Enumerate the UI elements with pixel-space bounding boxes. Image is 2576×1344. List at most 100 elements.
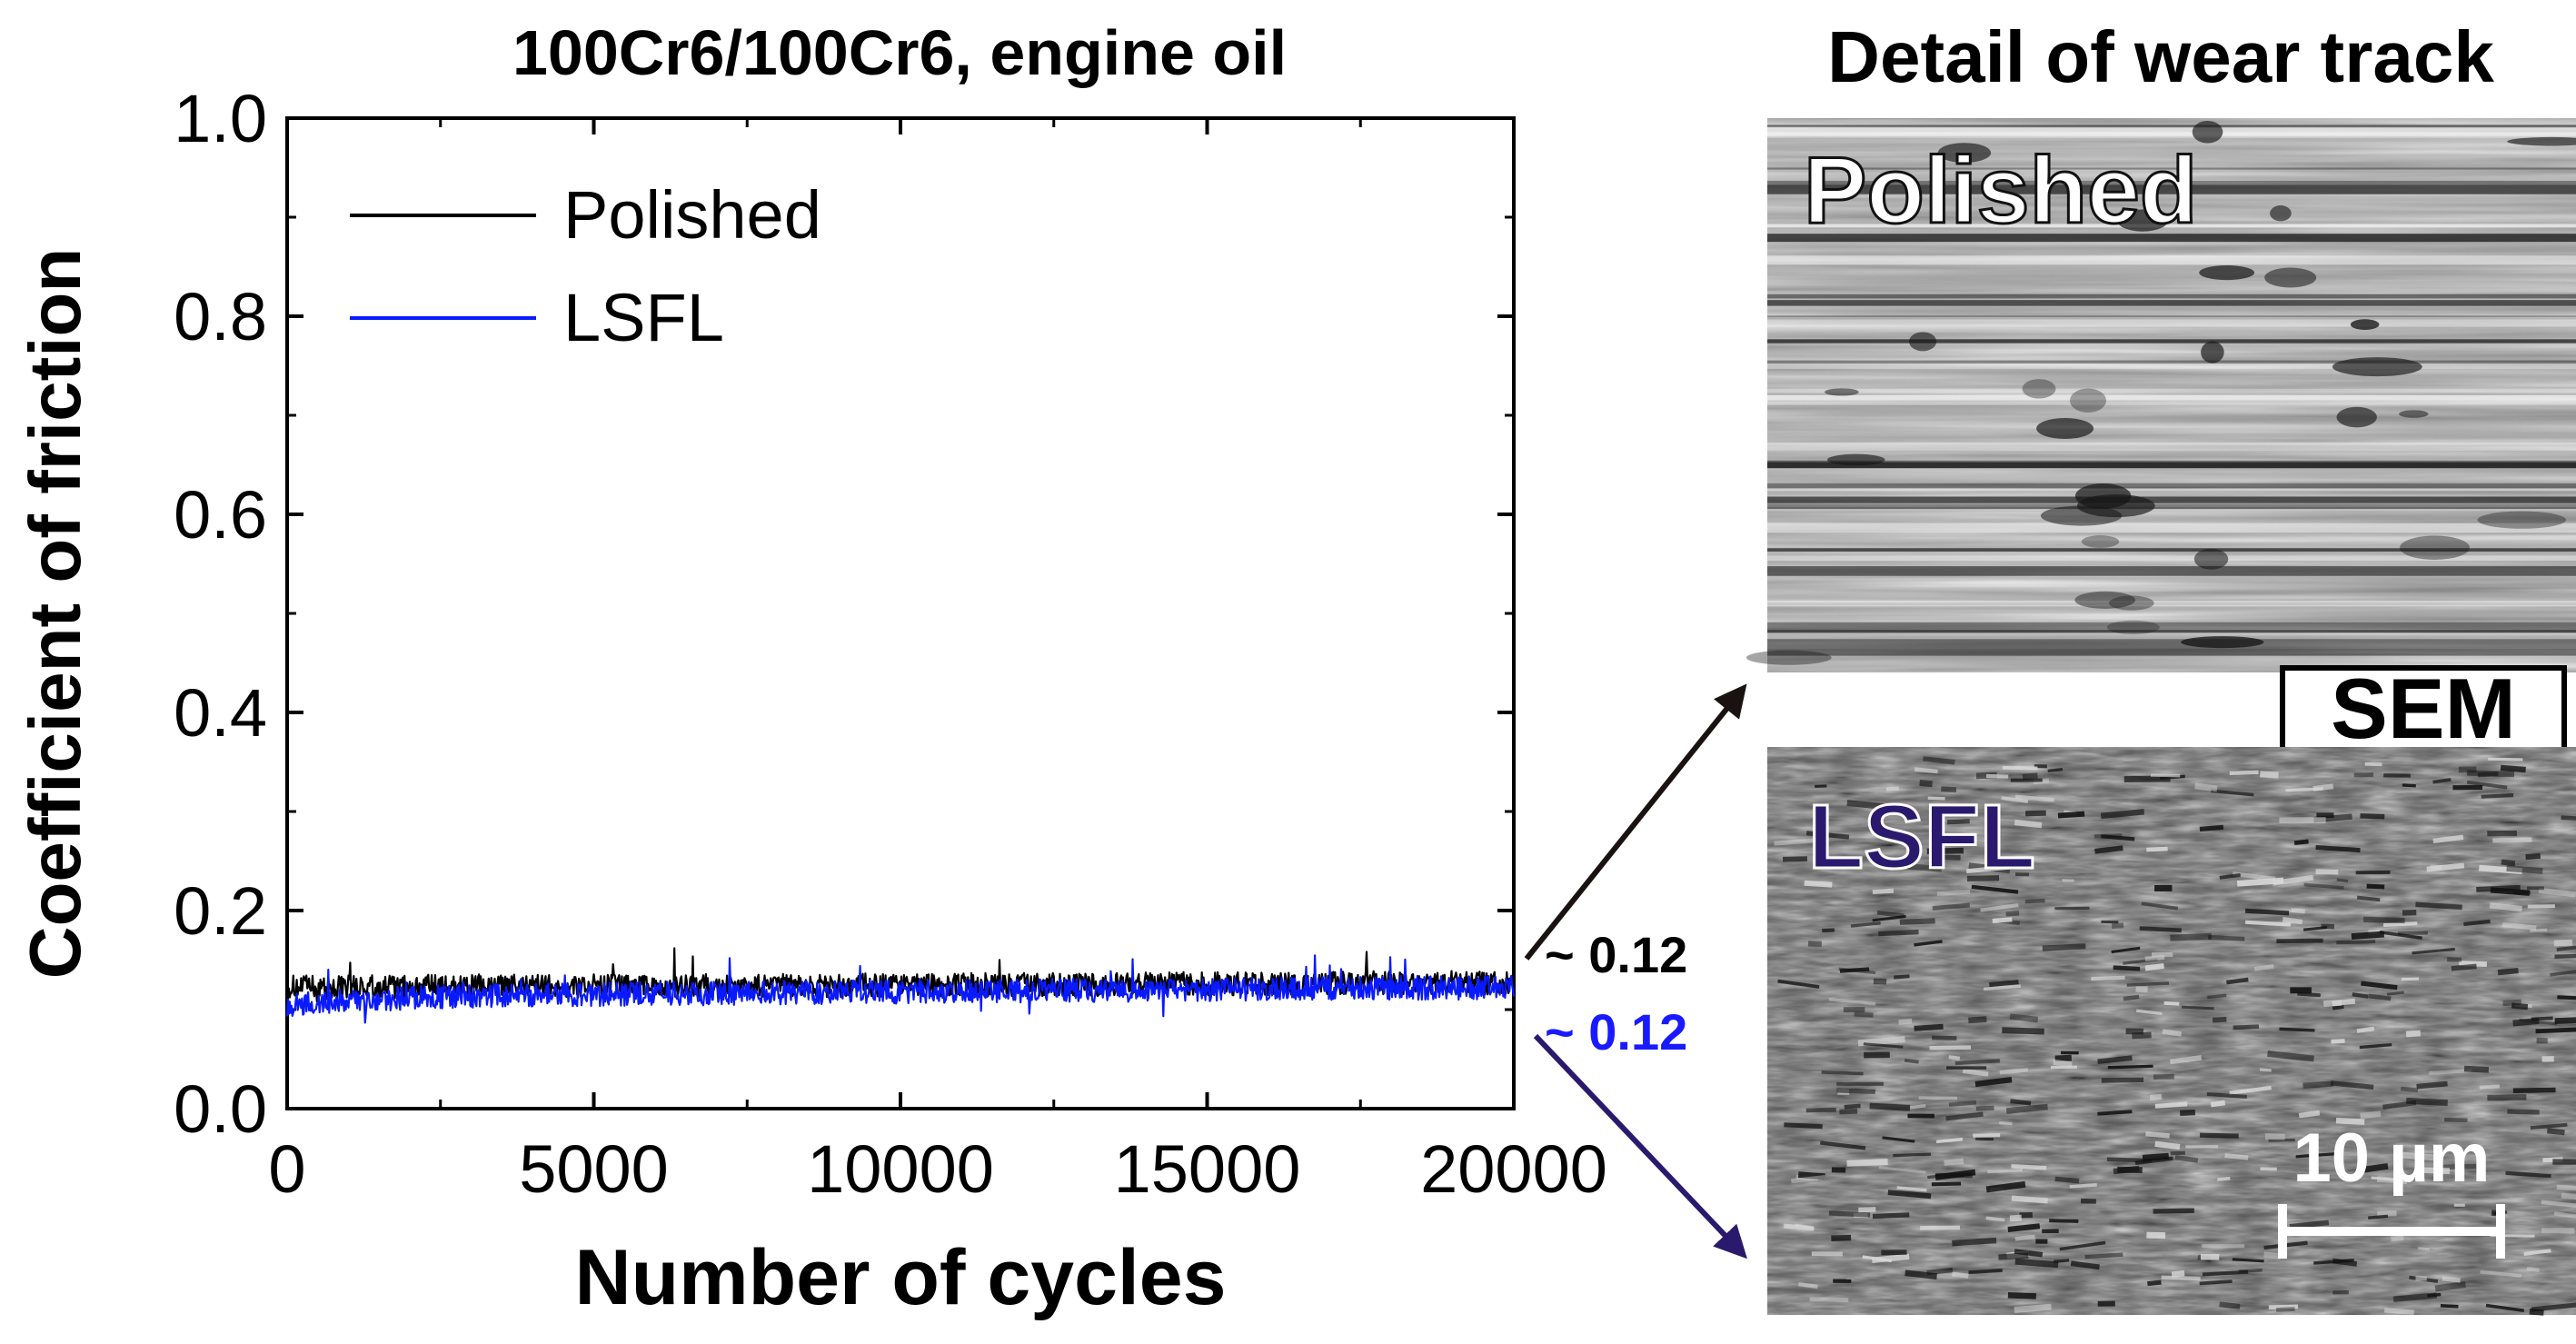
- sem-texture-ripple: [2505, 1170, 2551, 1179]
- sem-texture-ripple: [1907, 1113, 1934, 1119]
- sem-texture-ripple: [2282, 917, 2303, 925]
- sem-texture-ripple: [1999, 1068, 2029, 1075]
- sem-texture-ripple: [2332, 1289, 2349, 1295]
- sem-texture-ripple: [2295, 1152, 2335, 1159]
- sem-texture-ripple: [2002, 765, 2038, 771]
- sem-texture-ripple: [2359, 1042, 2392, 1050]
- sem-texture-ripple: [2291, 908, 2306, 914]
- sem-texture-ripple: [2199, 824, 2224, 832]
- sem-texture-ripple: [1952, 1237, 1997, 1247]
- sem-texture-ripple: [2061, 1050, 2079, 1055]
- sem-texture-ripple: [2202, 1269, 2249, 1277]
- sem-texture-ripple: [2149, 1093, 2163, 1100]
- sem-texture-ripple: [2146, 1231, 2166, 1239]
- sem-texture-ripple: [1914, 1023, 1944, 1031]
- sem-texture-spot: [2507, 136, 2576, 146]
- sem-texture-ripple: [2024, 898, 2045, 904]
- sem-texture-ripple: [2200, 1253, 2220, 1260]
- sem-texture-ripple: [2356, 1026, 2375, 1033]
- sem-texture-stripe: [1767, 127, 2576, 138]
- sem-texture-ripple: [2025, 810, 2046, 817]
- sem-texture-ripple: [1966, 875, 2000, 881]
- sem-texture-ripple: [2125, 1028, 2143, 1035]
- sem-texture-ripple: [1931, 1181, 1962, 1187]
- sem-texture-ripple: [2355, 871, 2391, 875]
- sem-texture-ripple: [1873, 978, 1887, 985]
- sem-texture-ripple: [1948, 1100, 1977, 1107]
- sem-texture-ripple: [1881, 1249, 1907, 1256]
- sem-texture-ripple: [2035, 1239, 2048, 1244]
- sem-texture-ripple: [1777, 979, 1820, 989]
- sem-texture-ripple: [2526, 1267, 2540, 1273]
- sem-texture-ripple: [2363, 1163, 2389, 1173]
- sem-texture-ripple: [2331, 1039, 2345, 1044]
- sem-texture-ripple: [2434, 1281, 2466, 1292]
- sem-texture-ripple: [2005, 911, 2020, 917]
- sem-texture-ripple: [2014, 1258, 2059, 1269]
- sem-texture-ripple: [1807, 941, 1822, 947]
- sem-texture-ripple: [2226, 977, 2249, 985]
- sem-texture-ripple: [2530, 928, 2548, 932]
- sem-texture-ripple: [1952, 1271, 1969, 1279]
- sem-texture-ripple: [2405, 1030, 2421, 1038]
- sem-texture-ripple: [2144, 954, 2165, 961]
- sem-texture-spot: [2400, 535, 2471, 560]
- sem-image-polished: [1746, 118, 2576, 672]
- sem-texture-ripple: [1999, 1120, 2013, 1126]
- sem-texture-ripple: [1920, 1225, 1961, 1230]
- sem-texture-ripple: [2426, 862, 2465, 872]
- legend-label-polished: Polished: [563, 177, 821, 253]
- sem-texture-ripple: [2321, 923, 2335, 930]
- sem-texture-ripple: [2368, 1214, 2389, 1220]
- sem-texture-ripple: [2401, 977, 2420, 981]
- sem-texture-ripple: [2531, 1302, 2576, 1312]
- sem-texture-ripple: [1945, 1111, 1984, 1121]
- sem-texture-ripple: [1869, 1102, 1911, 1111]
- sem-texture-ripple: [2500, 764, 2526, 773]
- sem-texture-stripe: [1767, 548, 2576, 552]
- sem-texture-ripple: [2364, 762, 2382, 767]
- sem-texture-spot: [2264, 267, 2317, 288]
- sem-texture-ripple: [2477, 772, 2499, 778]
- sem-texture-ripple: [2011, 1164, 2047, 1170]
- sem-texture-ripple: [1980, 902, 2019, 912]
- sem-texture-ripple: [2352, 992, 2369, 999]
- sem-texture-ripple: [1843, 1007, 1865, 1012]
- sem-texture-spot: [2399, 410, 2429, 418]
- y-tick-label: 0.0: [174, 1071, 267, 1147]
- sem-texture-ripple: [2487, 1094, 2527, 1101]
- sem-texture-stripe: [1767, 294, 2576, 299]
- y-axis-label: Coefficient of friction: [15, 248, 95, 979]
- sem-texture-ripple: [2206, 1091, 2247, 1100]
- sem-texture-spot: [2036, 417, 2094, 440]
- sem-texture-ripple: [1918, 1096, 1958, 1100]
- sem-texture-ripple: [2150, 773, 2181, 778]
- sem-texture-ripple: [2014, 1249, 2044, 1258]
- sem-texture-ripple: [1948, 1055, 1961, 1060]
- sem-texture-ripple: [2019, 1211, 2033, 1219]
- sem-texture-ripple: [2488, 757, 2523, 762]
- sem-texture-ripple: [2260, 771, 2279, 779]
- sem-texture-ripple: [2169, 1055, 2203, 1065]
- sem-texture-stripe: [1767, 496, 2576, 503]
- sem-texture-ripple: [1989, 980, 2019, 988]
- sem-texture-spot: [2081, 535, 2120, 548]
- sem-texture-ripple: [2194, 782, 2218, 792]
- sem-texture-stripe: [1767, 167, 2576, 170]
- sem-texture-ripple: [2113, 1165, 2140, 1175]
- sem-texture-ripple: [2376, 1176, 2408, 1184]
- sem-texture-ripple: [1932, 1035, 1957, 1040]
- sem-texture-ripple: [1836, 1081, 1884, 1086]
- sem-texture-ripple: [2550, 968, 2576, 977]
- sem-texture-ripple: [2232, 1258, 2264, 1263]
- sem-texture-ripple: [2485, 1303, 2525, 1312]
- sem-texture-spot: [1746, 650, 1832, 665]
- sem-texture-ripple: [2264, 1133, 2285, 1140]
- sem-texture-ripple: [2279, 817, 2326, 824]
- sem-texture-ripple: [2490, 887, 2531, 896]
- sem-texture-spot: [2069, 388, 2107, 413]
- sem-texture-stripe: [1767, 315, 2576, 320]
- sem-texture-stripe: [1767, 601, 2576, 607]
- x-tick-label: 5000: [519, 1131, 669, 1207]
